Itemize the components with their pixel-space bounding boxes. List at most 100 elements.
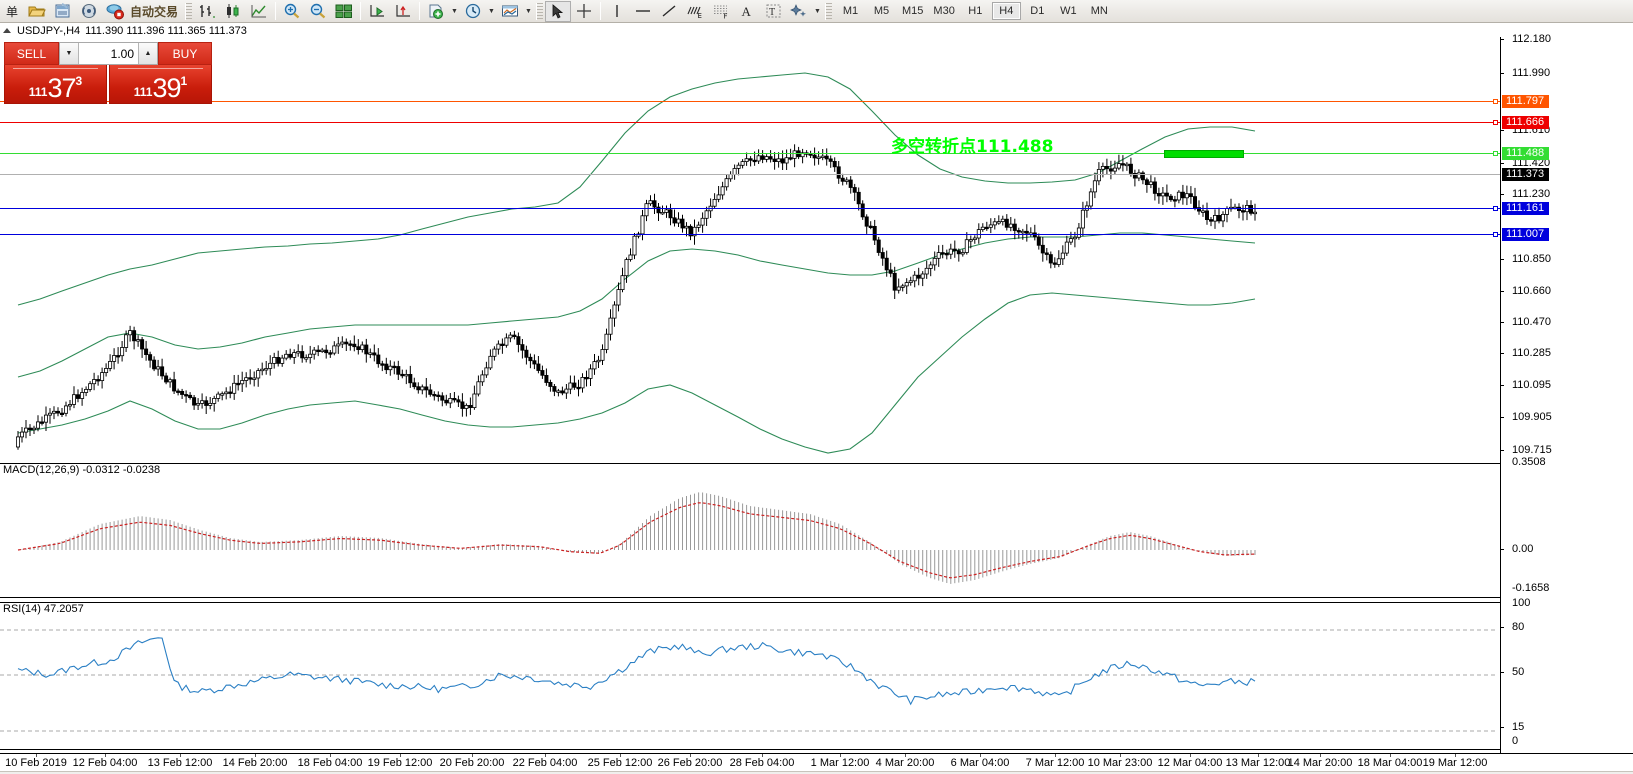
fibonacci-icon[interactable]: F xyxy=(708,1,734,22)
period-chevron-down-icon[interactable]: ▼ xyxy=(488,7,495,15)
price-line-red-resistance[interactable] xyxy=(0,122,1500,123)
new-order-icon[interactable]: 单 xyxy=(2,1,24,22)
buy-price-prefix: 111 xyxy=(133,85,153,99)
volume-stepper[interactable]: ▼ 1.00 ▲ xyxy=(59,42,158,65)
axis-tick-mark xyxy=(1501,450,1504,451)
sell-price-prefix: 111 xyxy=(28,85,48,99)
collapse-triangle-icon[interactable] xyxy=(3,28,11,33)
time-tick-mark xyxy=(905,754,906,757)
price-line-blue-support-2[interactable] xyxy=(0,234,1500,235)
axis-tick-mark xyxy=(1501,322,1504,323)
cursor-icon[interactable] xyxy=(545,0,572,22)
one-click-trading-panel[interactable]: SELL ▼ 1.00 ▲ BUY 111 37 3 111 39 1 xyxy=(4,42,212,104)
tile-windows-icon[interactable] xyxy=(331,1,357,22)
line-chart-icon[interactable] xyxy=(246,1,272,22)
rsi-pane[interactable] xyxy=(0,602,1500,750)
timeframe-m1-button[interactable]: M1 xyxy=(842,5,859,17)
add-indicator-chevron-down-icon[interactable]: ▼ xyxy=(451,7,458,15)
timeframe-m30-button[interactable]: M30 xyxy=(933,5,955,17)
price-tag-red-resistance[interactable]: 111.666 xyxy=(1502,116,1549,129)
toolbar-divider-2 xyxy=(360,2,362,20)
time-axis[interactable]: 10 Feb 2019 12 Feb 04:00 13 Feb 12:00 14 Fe… xyxy=(0,753,1633,774)
axis-tick-mark xyxy=(1501,130,1504,131)
price-line-handle-green-pivot[interactable] xyxy=(1493,151,1498,156)
bar-chart-icon[interactable] xyxy=(194,1,220,22)
timeframe-m15-button[interactable]: M15 xyxy=(902,5,924,17)
price-line-handle-orange-resistance[interactable] xyxy=(1493,99,1498,104)
time-tick-mark xyxy=(1190,754,1191,757)
data-window-icon[interactable] xyxy=(50,1,76,22)
timeframe-h1-button[interactable]: H1 xyxy=(968,5,983,17)
time-tick-mark xyxy=(762,754,763,757)
folder-icon[interactable] xyxy=(24,1,50,22)
chart-shift-icon[interactable] xyxy=(390,1,416,22)
timeframe-m5-button[interactable]: M5 xyxy=(873,5,890,17)
buy-button-label[interactable]: BUY xyxy=(158,42,212,65)
timeframe-d1-button[interactable]: D1 xyxy=(1030,5,1045,17)
price-line-green-pivot[interactable] xyxy=(0,153,1500,154)
pivot-annotation-text[interactable]: 多空转折点111.488 xyxy=(891,137,1054,157)
timeframe-group: M1 M5 M15 M30 H1 H4 D1 W1 MN xyxy=(836,2,1114,20)
buy-price-button[interactable]: 111 39 1 xyxy=(109,65,212,104)
sell-price-button[interactable]: 111 37 3 xyxy=(4,65,107,104)
text-icon[interactable]: A xyxy=(734,1,760,22)
price-line-blue-support-1[interactable] xyxy=(0,208,1500,209)
time-tick-mark xyxy=(472,754,473,757)
sell-button-label[interactable]: SELL xyxy=(4,42,59,65)
price-line-handle-blue-support-1[interactable] xyxy=(1493,206,1498,211)
shapes-icon[interactable] xyxy=(786,1,812,22)
price-line-handle-blue-support-2[interactable] xyxy=(1493,232,1498,237)
axis-tick-mark xyxy=(1501,353,1504,354)
shapes-chevron-down-icon[interactable]: ▼ xyxy=(814,7,821,15)
price-line-orange-resistance[interactable] xyxy=(0,101,1500,102)
axis-tick: 110.660 xyxy=(1512,285,1551,297)
price-tag-green-pivot[interactable]: 111.488 xyxy=(1502,147,1549,160)
autotrade-icon[interactable] xyxy=(102,1,128,22)
axis-tick-mark xyxy=(1501,627,1504,628)
crosshair-icon[interactable] xyxy=(571,1,597,22)
templates-chevron-down-icon[interactable]: ▼ xyxy=(525,7,532,15)
auto-scroll-icon[interactable] xyxy=(364,1,390,22)
green-zone-rectangle[interactable] xyxy=(1164,150,1244,158)
time-tick-mark xyxy=(840,754,841,757)
price-tag-blue-support-1[interactable]: 111.161 xyxy=(1502,202,1549,215)
trendline-icon[interactable] xyxy=(656,1,682,22)
price-line-handle-red-resistance[interactable] xyxy=(1493,120,1498,125)
text-label-icon[interactable]: T xyxy=(760,1,786,22)
time-label: 7 Mar 12:00 xyxy=(1025,757,1085,769)
price-tag-blue-support-2[interactable]: 111.007 xyxy=(1502,228,1549,241)
axis-tick: 109.715 xyxy=(1512,444,1552,456)
timeframe-w1-button[interactable]: W1 xyxy=(1060,5,1077,17)
elliott-wave-icon[interactable]: E xyxy=(682,1,708,22)
horizontal-line-icon[interactable] xyxy=(630,1,656,22)
templates-icon[interactable] xyxy=(497,1,523,22)
macd-pane[interactable] xyxy=(0,463,1500,598)
svg-text:A: A xyxy=(742,4,752,19)
time-tick-mark xyxy=(545,754,546,757)
timeframe-h4-button[interactable]: H4 xyxy=(991,2,1021,20)
zoom-out-icon[interactable] xyxy=(305,1,331,22)
timeframe-mn-button[interactable]: MN xyxy=(1090,5,1108,17)
add-indicator-icon[interactable] xyxy=(423,1,449,22)
candlestick-chart-icon[interactable] xyxy=(220,1,246,22)
autotrade-label[interactable]: 自动交易 xyxy=(130,4,179,19)
price-tag-current-bid[interactable]: 111.373 xyxy=(1502,168,1549,181)
time-label: 10 Mar 23:00 xyxy=(1087,757,1153,769)
time-tick-mark xyxy=(105,754,106,757)
time-tick-mark xyxy=(180,754,181,757)
time-label: 12 Mar 04:00 xyxy=(1157,757,1223,769)
volume-increase-button[interactable]: ▲ xyxy=(138,43,157,64)
price-axis[interactable]: 112.180 111.990 111.610 111.420 111.230 110.8… xyxy=(1500,34,1633,753)
signals-icon[interactable] xyxy=(76,1,102,22)
svg-text:E: E xyxy=(698,12,702,19)
price-tag-orange-resistance[interactable]: 111.797 xyxy=(1502,95,1549,108)
zoom-in-icon[interactable] xyxy=(279,1,305,22)
period-icon[interactable] xyxy=(460,1,486,22)
price-chart-pane[interactable] xyxy=(0,37,1500,461)
time-tick-mark xyxy=(1120,754,1121,757)
time-tick-mark xyxy=(400,754,401,757)
volume-value[interactable]: 1.00 xyxy=(79,43,138,64)
time-tick-mark xyxy=(1390,754,1391,757)
volume-decrease-button[interactable]: ▼ xyxy=(60,43,79,64)
vertical-line-icon[interactable] xyxy=(604,1,630,22)
